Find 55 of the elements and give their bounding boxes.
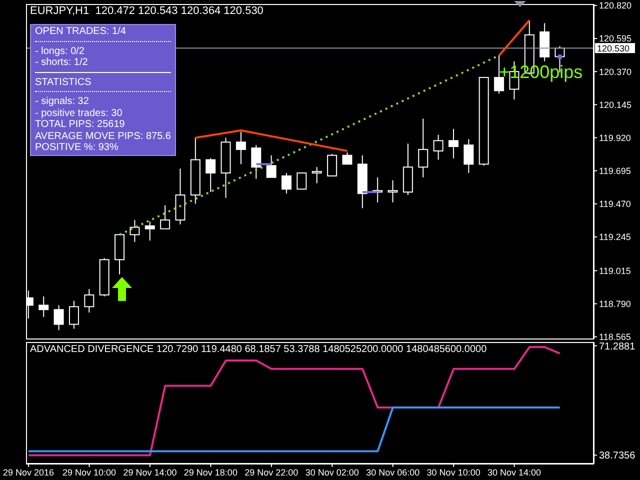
x-tick-label: 29 Nov 14:00 — [123, 467, 177, 478]
candlestick — [266, 154, 276, 178]
candlestick — [282, 172, 292, 194]
annotation: STATISTICS — [35, 76, 92, 88]
candlestick — [388, 180, 398, 203]
y-tick-label: 119.245 — [599, 232, 631, 242]
x-tick-label: 30 Nov 06:00 — [366, 467, 420, 478]
y-tick-label: 118.790 — [599, 298, 631, 309]
annotation: TOTAL PIPS: 25619 — [35, 119, 126, 130]
annotation: - signals: 32 — [35, 96, 90, 108]
candlestick — [251, 144, 262, 180]
y-tick-label: 120.820 — [599, 0, 632, 11]
y-tick-label: 118.565 — [599, 332, 631, 342]
x-tick-label: 30 Nov 14:00 — [488, 467, 542, 478]
y-tick-label: 120.145 — [599, 100, 632, 110]
annotation: OPEN TRADES: 1/4 — [35, 26, 127, 38]
y-tick-label: 119.470 — [599, 199, 631, 210]
candlestick — [38, 296, 49, 318]
x-tick-label: 29 Nov 10:00 — [62, 467, 116, 478]
y-tick-label: 119.695 — [599, 166, 631, 176]
candlestick — [433, 134, 444, 160]
candlestick — [418, 118, 428, 178]
candlestick — [68, 300, 79, 330]
x-tick-label: 29 Nov 22:00 — [244, 467, 298, 478]
x-tick-label: 30 Nov 02:00 — [305, 467, 359, 478]
candlestick — [144, 220, 155, 242]
candlestick — [327, 153, 338, 176]
annotation: - shorts: 1/2 — [35, 57, 89, 68]
candlestick — [54, 304, 64, 331]
x-tick-label: 29 Nov 18:00 — [184, 467, 238, 478]
candlestick — [236, 131, 246, 165]
annotation: - positive trades: 30 — [35, 108, 124, 119]
candlestick — [130, 219, 140, 243]
y-tick-label: 120.370 — [599, 66, 632, 77]
y-tick-label: 119.920 — [599, 132, 631, 143]
candlestick — [296, 172, 307, 190]
y-tick-label: 38.7356 — [599, 450, 636, 462]
candlestick — [84, 288, 94, 314]
chart-title: EURJPY,H1 120.472 120.543 120.364 120.530 — [30, 5, 264, 17]
x-tick-label: 29 Nov 2016 — [3, 467, 54, 478]
annotation: AVERAGE MOVE PIPS: 875.6 — [35, 130, 171, 142]
y-tick-label: 71.2881 — [599, 341, 636, 352]
ref-line-label: 120.530 — [597, 44, 630, 54]
y-tick-label: 119.015 — [599, 266, 631, 276]
candlestick — [342, 152, 352, 165]
x-tick-label: 30 Nov 10:00 — [426, 467, 480, 478]
chart-title: ADVANCED DIVERGENCE 120.7290 119.4480 68.1857 53.3788 1480525200.0000 1480485600.0000 — [30, 344, 487, 355]
candlestick — [448, 128, 458, 159]
annotation: POSITIVE %: 93% — [35, 142, 120, 154]
annotation: - longs: 0/2 — [35, 46, 86, 57]
candlestick — [464, 138, 474, 174]
y-tick-label: 120.595 — [599, 34, 632, 44]
candlestick — [160, 204, 170, 230]
candlestick — [312, 166, 322, 184]
candlestick — [206, 158, 216, 193]
